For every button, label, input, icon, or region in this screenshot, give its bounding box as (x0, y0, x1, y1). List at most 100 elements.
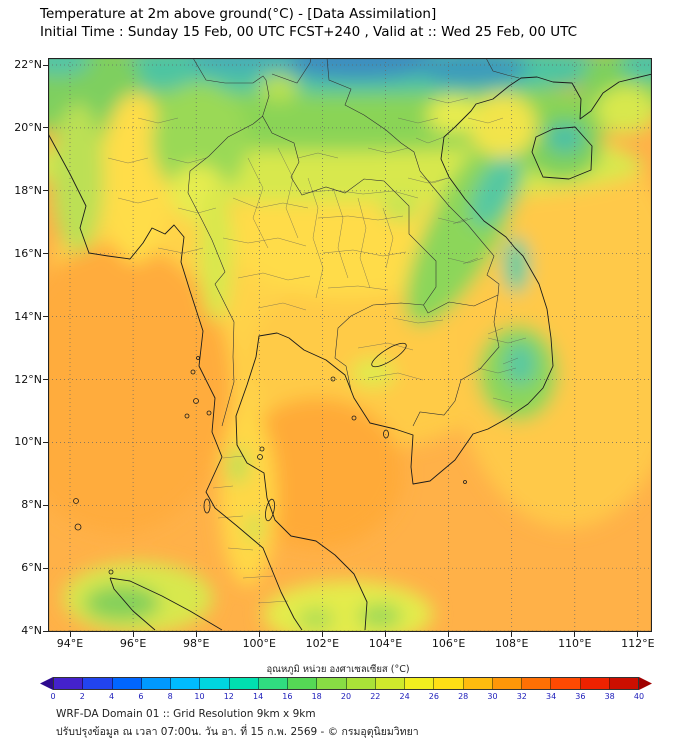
graticule (48, 58, 652, 632)
colorbar-segment (609, 678, 638, 689)
lat-tick-label: 12°N (14, 372, 42, 386)
model-info-text: WRF-DA Domain 01 :: Grid Resolution 9km … (56, 708, 316, 720)
lon-tick-mark (69, 632, 71, 637)
colorbar-segments (53, 677, 639, 690)
colorbar-segment (522, 678, 552, 689)
colorbar-tick-label: 10 (194, 692, 205, 701)
lon-tick-label: 104°E (368, 637, 403, 650)
colorbar-tick-label: 38 (604, 692, 615, 701)
colorbar-segment (54, 678, 84, 689)
lat-tick-mark (43, 253, 48, 255)
lon-tick-mark (511, 632, 513, 637)
figure-title: Temperature at 2m above ground(°C) - [Da… (40, 6, 437, 22)
colorbar-segment (375, 678, 405, 689)
colorbar-tick-label: 22 (370, 692, 381, 701)
colorbar-tick-label: 2 (79, 692, 85, 701)
lat-tick-mark (43, 504, 48, 506)
lon-tick-label: 110°E (558, 637, 592, 650)
lon-tick-mark (195, 632, 197, 637)
colorbar-segment (434, 678, 464, 689)
colorbar-tick-label: 8 (167, 692, 173, 701)
colorbar-tick-label: 40 (633, 692, 645, 701)
lon-tick-mark (385, 632, 386, 637)
map-plot-area (3, 38, 676, 647)
lon-tick-mark (258, 632, 260, 637)
lon-tick-label: 112°E (621, 637, 655, 650)
lon-tick-label: 94°E (56, 637, 84, 650)
country-borders (187, 57, 520, 427)
colorbar-tick-label: 14 (253, 692, 264, 701)
lat-tick-mark (43, 316, 48, 318)
lat-tick-mark (43, 441, 48, 443)
colorbar-arrow-right (639, 677, 652, 690)
colorbar-segment (463, 678, 493, 689)
colorbar-tick-label: 26 (428, 692, 439, 701)
colorbar-segment (288, 678, 318, 689)
lat-tick-mark (43, 379, 48, 380)
temperature-map-canvas (3, 38, 676, 647)
lat-tick-label: 6°N (21, 561, 42, 575)
colorbar-tick-label: 12 (223, 692, 234, 701)
colorbar-segment (492, 678, 522, 689)
lon-tick-label: 98°E (182, 637, 210, 650)
lon-tick-label: 96°E (119, 637, 147, 650)
colorbar-segment (551, 678, 581, 689)
colorbar-label: อุณหภูมิ หน่วย องศาเซลเซียส (°C) (266, 664, 410, 675)
lat-tick-label: 14°N (14, 309, 42, 323)
lat-tick-label: 4°N (21, 624, 42, 638)
colorbar-tick-label: 16 (282, 692, 293, 701)
colorbar-tick-label: 28 (458, 692, 469, 701)
province-borders (107, 97, 527, 604)
lon-tick-mark (637, 632, 639, 637)
lat-tick-label: 10°N (14, 435, 42, 449)
lon-tick-label: 108°E (494, 637, 529, 650)
colorbar-segment (346, 678, 376, 689)
lat-tick-mark (43, 127, 48, 129)
lon-tick-mark (321, 632, 323, 637)
colorbar-tick-label: 20 (340, 692, 352, 701)
lat-tick-mark (43, 630, 48, 632)
lat-tick-mark (43, 64, 48, 66)
colorbar-tick-label: 0 (50, 692, 56, 701)
lon-tick-mark (448, 632, 450, 637)
lat-tick-label: 16°N (14, 246, 42, 260)
colorbar-tick-label: 30 (487, 692, 498, 701)
lon-tick-label: 102°E (305, 637, 340, 650)
colorbar-segment (229, 678, 259, 689)
lat-tick-mark (43, 567, 48, 569)
lat-tick-label: 20°N (14, 120, 42, 134)
update-info-text: ปรับปรุงข้อมูล ณ เวลา 07:00น. วัน อา. ที… (56, 726, 419, 738)
colorbar-tick-label: 34 (546, 692, 557, 701)
colorbar-segment (112, 678, 142, 689)
lakes (265, 342, 407, 522)
colorbar-segment (258, 678, 288, 689)
coastlines (47, 73, 653, 631)
figure-subtitle: Initial Time : Sunday 15 Feb, 00 UTC FCS… (40, 24, 578, 40)
colorbar-tick-label: 18 (311, 692, 322, 701)
colorbar-segment (83, 678, 113, 689)
colorbar-segment (200, 678, 230, 689)
lon-tick-label: 100°E (242, 637, 277, 650)
colorbar-tick-label: 36 (575, 692, 586, 701)
colorbar-arrow-left (40, 677, 53, 690)
colorbar (40, 677, 652, 690)
colorbar-segment (171, 678, 201, 689)
colorbar-segment (317, 678, 347, 689)
colorbar-tick-label: 32 (516, 692, 527, 701)
lat-tick-label: 8°N (21, 498, 42, 512)
colorbar-tick-label: 6 (138, 692, 144, 701)
colorbar-segment (141, 678, 171, 689)
lon-tick-mark (132, 632, 134, 637)
lon-tick-label: 106°E (431, 637, 466, 650)
colorbar-tick-label: 24 (399, 692, 410, 701)
temperature-field (3, 38, 676, 647)
islands (73, 356, 467, 575)
lat-tick-label: 18°N (14, 183, 42, 197)
map-frame (47, 57, 653, 633)
colorbar-tick-label: 4 (109, 692, 115, 701)
lat-tick-mark (43, 190, 48, 192)
lat-tick-label: 22°N (14, 58, 42, 71)
colorbar-segment (405, 678, 435, 689)
lon-tick-mark (574, 632, 576, 637)
